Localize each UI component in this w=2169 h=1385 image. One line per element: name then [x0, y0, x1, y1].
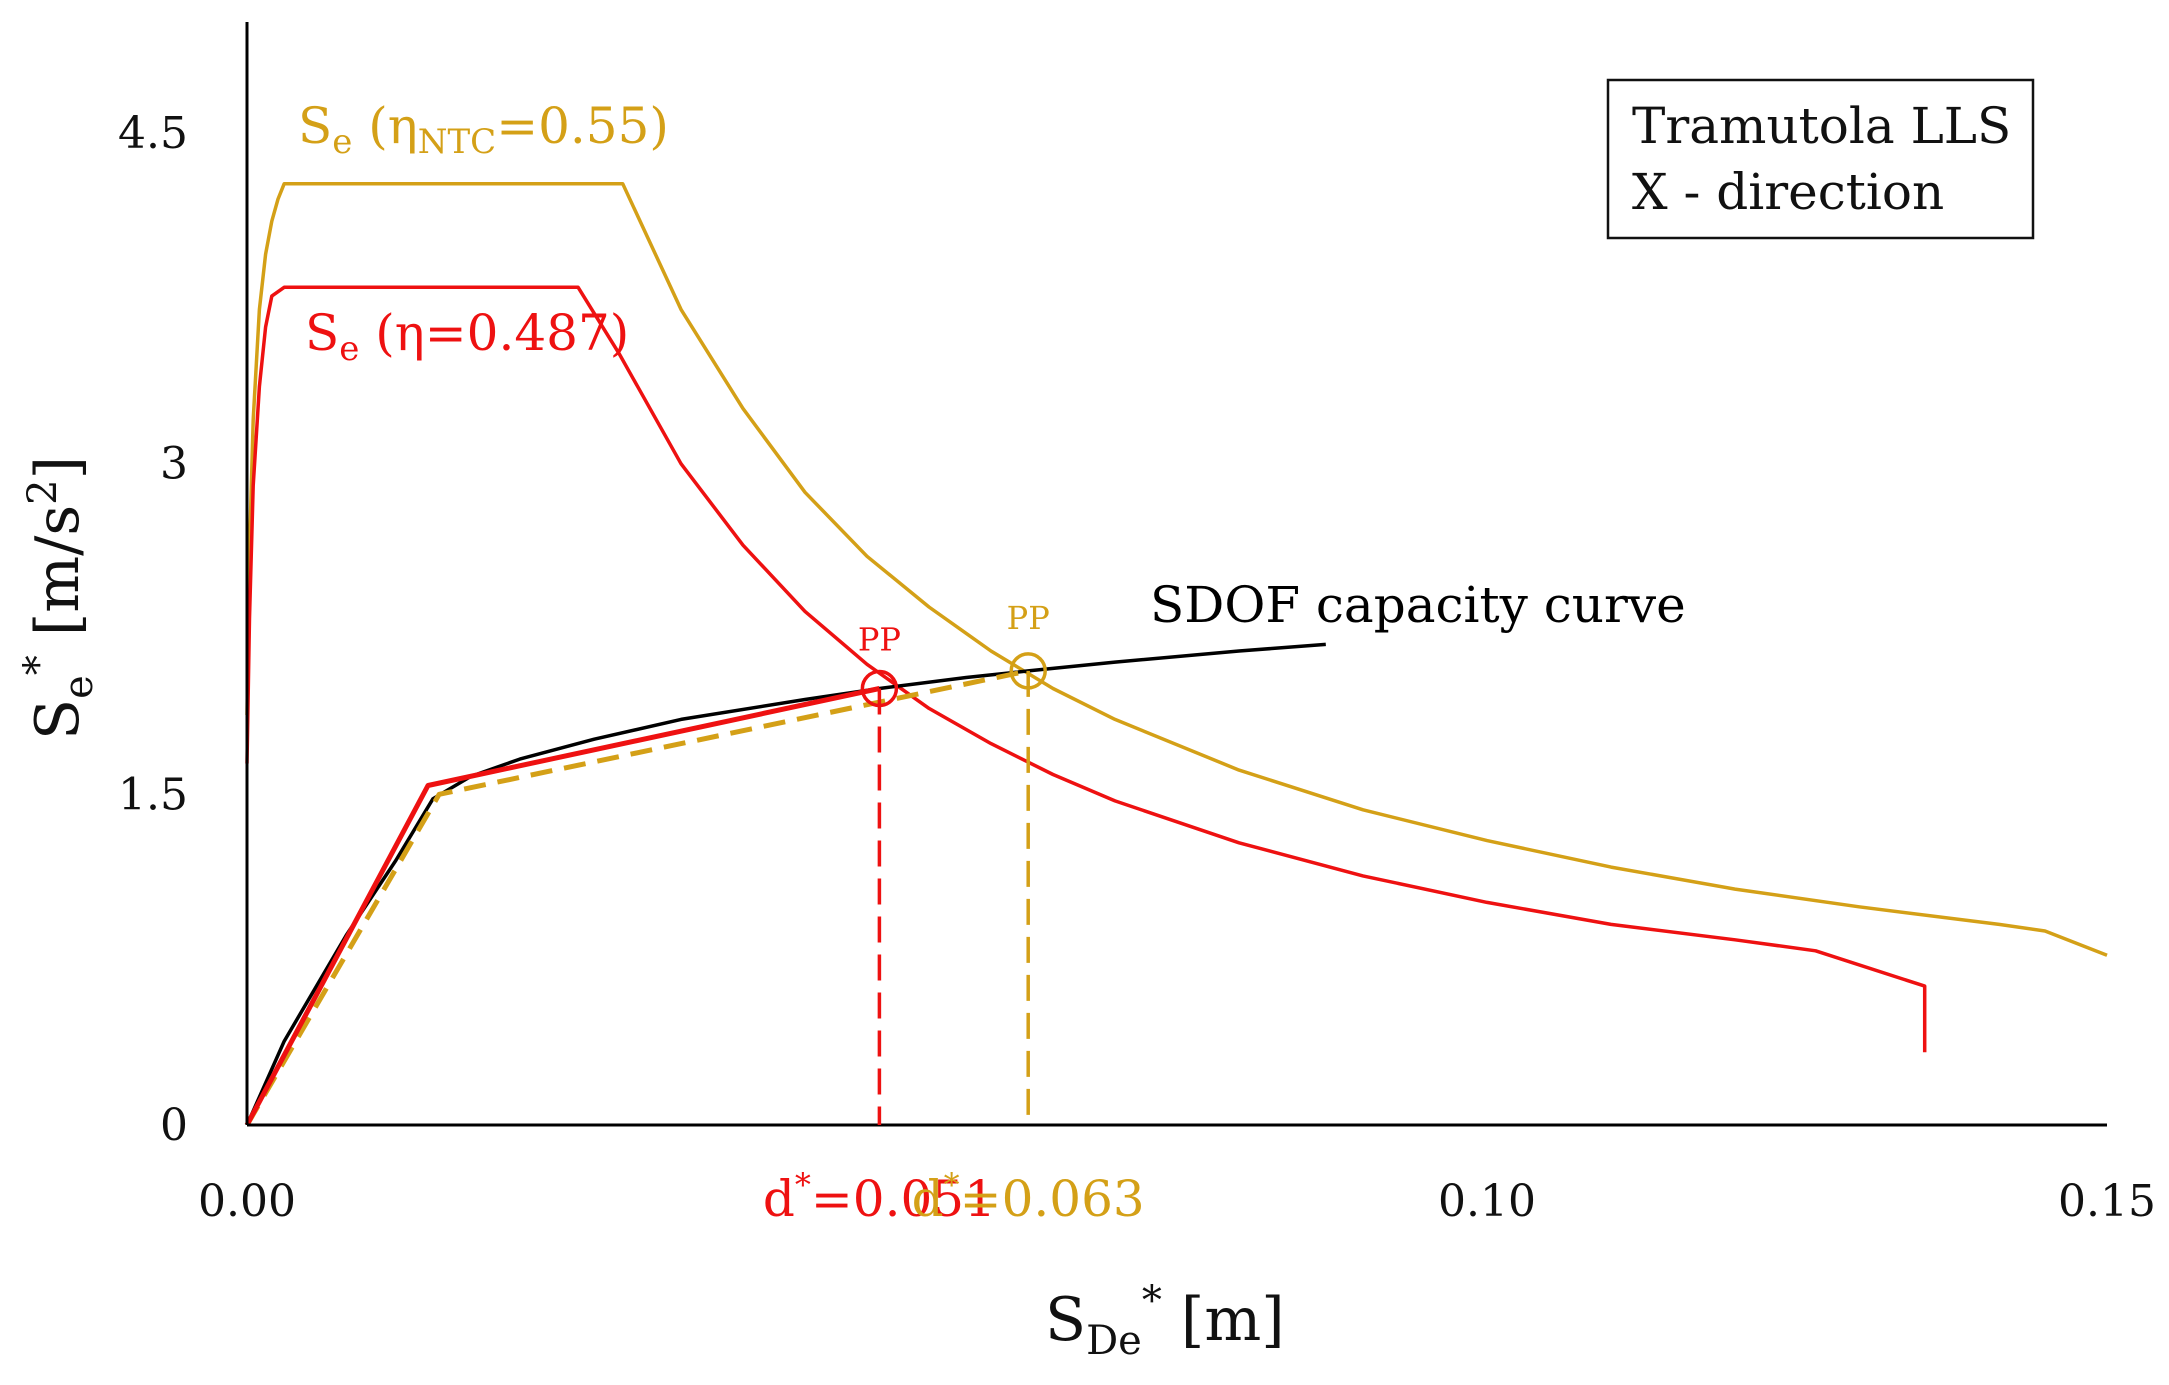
series-line-se-ntc-0-55-: [245, 181, 2108, 957]
y-axis-title: Se* [m/s2]: [16, 456, 102, 740]
pp-marker-1: [1009, 652, 1047, 690]
x-tick-label: 0.15: [2058, 1176, 2156, 1227]
performance-points-layer: PP d*=0.051 PP d*=0.063: [763, 599, 1145, 1228]
y-tick-label: 0: [160, 1100, 188, 1151]
series-label-eta: Se (η=0.487): [305, 304, 629, 369]
x-tick-label: 0.10: [1438, 1176, 1536, 1227]
pp-marker-0: [860, 669, 899, 708]
pp-displacement-label-0: d*=0.051: [763, 1166, 996, 1228]
series-line-se-0-487-: [245, 285, 1927, 1053]
series-line-bilinear-0-487-: [244, 686, 880, 1127]
series-label-ntc: Se (ηNTC=0.55): [298, 97, 669, 162]
y-tick-label: 3: [160, 439, 188, 490]
x-tick-label: 0.00: [198, 1176, 296, 1227]
pp-label-1: PP: [1007, 599, 1050, 637]
ticks-layer: 0.00 0.10 0.15 0 1.5 3 4.5: [118, 108, 2156, 1227]
legend-line-1: Tramutola LLS: [1632, 97, 2011, 155]
axes-layer: [245, 22, 2107, 1127]
series-line-sdof-capacity-curve: [245, 642, 1326, 1126]
series-line-bilinear-ntc-0-55-: [244, 668, 1029, 1127]
legend-line-2: X - direction: [1632, 163, 1944, 221]
legend-box: Tramutola LLS X - direction: [1606, 78, 2035, 240]
x-axis-title: SDe* [m]: [1045, 1278, 1285, 1364]
y-tick-label: 4.5: [118, 108, 188, 159]
series-label-capacity: SDOF capacity curve: [1150, 576, 1686, 634]
pp-label-0: PP: [858, 621, 901, 659]
pp-displacement-label-1: d*=0.063: [912, 1166, 1145, 1228]
legend-frame: [1606, 78, 2035, 240]
y-tick-label: 1.5: [118, 769, 188, 820]
curves-layer: [244, 181, 2108, 1127]
